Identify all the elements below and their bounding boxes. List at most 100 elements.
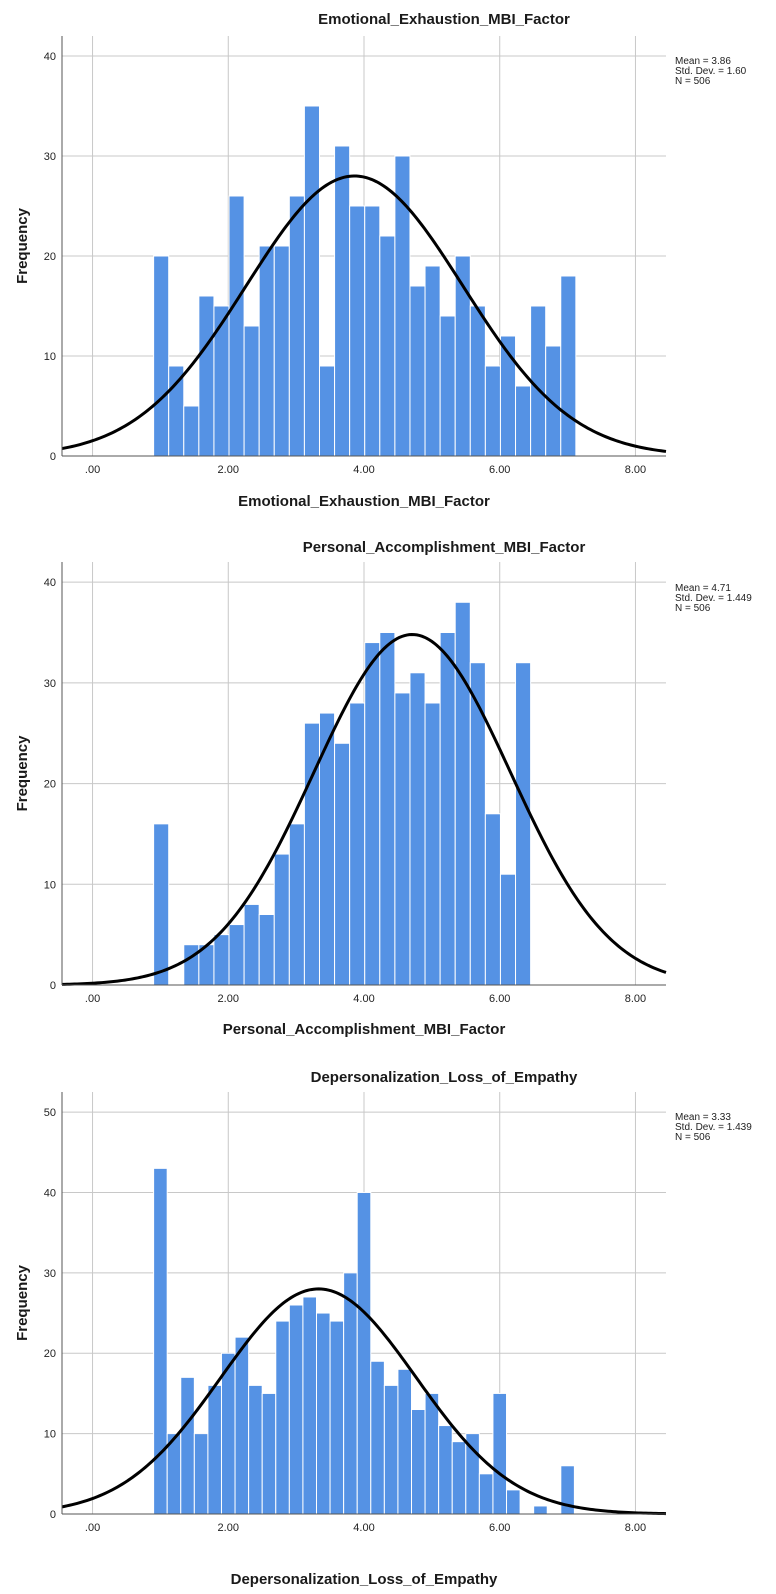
histogram-bar <box>153 1167 168 1515</box>
stats-text: Mean = 3.86 <box>675 56 731 67</box>
stats-text: N = 506 <box>675 603 711 614</box>
x-tick-label: 8.00 <box>625 1522 646 1534</box>
x-tick-label: 2.00 <box>218 464 239 476</box>
chart-title: Personal_Accomplishment_MBI_Factor <box>303 539 586 556</box>
histogram-bar <box>394 692 411 986</box>
stats-text: Std. Dev. = 1.449 <box>675 593 752 604</box>
y-tick-label: 40 <box>44 51 56 63</box>
histogram-bar <box>409 285 426 457</box>
histogram-bar <box>183 944 200 986</box>
histogram-bar <box>560 275 577 457</box>
x-tick-label: 4.00 <box>353 1522 374 1534</box>
histogram-bar <box>318 365 336 457</box>
histogram-bar <box>492 1392 508 1515</box>
histogram-bar <box>379 235 396 457</box>
histogram-bar <box>364 205 381 457</box>
x-tick-label: 2.00 <box>218 993 239 1005</box>
histogram-bar <box>275 1320 290 1515</box>
chart-title: Depersonalization_Loss_of_Empathy <box>311 1069 578 1086</box>
y-tick-label: 30 <box>44 678 56 690</box>
y-tick-label: 0 <box>50 451 56 463</box>
histogram-bar <box>515 662 532 986</box>
histogram-bar <box>315 1312 331 1515</box>
y-tick-label: 30 <box>44 151 56 163</box>
histogram-bar <box>370 1360 385 1515</box>
y-tick-label: 0 <box>50 980 56 992</box>
y-tick-label: 20 <box>44 779 56 791</box>
histogram-bar <box>213 305 230 457</box>
x-tick-label: 8.00 <box>625 464 646 476</box>
histogram-bar <box>439 315 456 457</box>
x-tick-label: 8.00 <box>625 993 646 1005</box>
histogram-bar <box>469 305 486 457</box>
histogram-bar <box>153 255 170 457</box>
x-tick-label: 6.00 <box>489 464 510 476</box>
histogram-panel-3: .00 2.00 4.00 6.00 8.00 0 10 20 30 40 50 Depersonal… <box>14 1069 752 1588</box>
histogram-panel-2: .00 2.00 4.00 6.00 8.00 0 10 20 30 40 Personal_Acc… <box>14 539 752 1038</box>
x-tick-label: .00 <box>85 464 100 476</box>
y-axis-label: Frequency <box>14 207 31 284</box>
histogram-bar <box>499 873 517 986</box>
histogram-bar <box>545 345 562 457</box>
histogram-panel-1: .00 2.00 4.00 6.00 8.00 0 10 20 30 40 Emotional_Ex… <box>14 11 747 510</box>
histogram-bar <box>364 642 381 986</box>
histogram-bar <box>213 934 230 986</box>
stats-text: Mean = 3.33 <box>675 1112 731 1123</box>
histogram-bar <box>273 853 290 986</box>
x-tick-label: 2.00 <box>218 1522 239 1534</box>
histogram-bar <box>303 105 320 457</box>
histogram-bar <box>302 1296 317 1515</box>
stats-text: N = 506 <box>675 1132 711 1143</box>
histogram-bar <box>273 245 290 457</box>
histogram-bar <box>153 823 170 986</box>
histogram-bar <box>243 903 260 986</box>
histogram-bar <box>261 1392 277 1515</box>
x-tick-label: 4.00 <box>353 993 374 1005</box>
histogram-bar <box>180 1376 195 1515</box>
histogram-bar <box>424 265 441 457</box>
chart-title: Emotional_Exhaustion_MBI_Factor <box>318 11 570 28</box>
x-tick-label: 6.00 <box>489 993 510 1005</box>
histogram-bar <box>334 742 351 986</box>
histogram-bar <box>411 1409 426 1515</box>
stats-text: Std. Dev. = 1.439 <box>675 1122 752 1133</box>
y-tick-label: 20 <box>44 251 56 263</box>
histogram-bar <box>451 1441 467 1515</box>
histogram-bar <box>409 672 426 986</box>
histogram-bar <box>383 1384 399 1515</box>
histogram-bar <box>438 1425 453 1515</box>
histogram-bar <box>349 702 366 986</box>
y-tick-label: 30 <box>44 1268 56 1280</box>
histogram-bar <box>484 813 501 986</box>
x-axis-label: Personal_Accomplishment_MBI_Factor <box>223 1021 506 1038</box>
histogram-bar <box>198 295 215 457</box>
y-axis-label: Frequency <box>14 1264 31 1341</box>
histogram-bar <box>334 145 351 457</box>
histogram-bar <box>379 632 396 986</box>
histogram-bar <box>258 914 275 986</box>
histogram-bar <box>469 662 486 986</box>
histogram-bar <box>424 1392 440 1515</box>
histogram-bar <box>515 385 532 457</box>
histogram-bar <box>288 195 305 457</box>
histogram-bar <box>288 823 305 986</box>
normal-curve <box>61 633 667 986</box>
histogram-bar <box>478 1473 494 1515</box>
normal-curve <box>61 1287 667 1516</box>
histogram-bar <box>454 601 471 986</box>
y-tick-label: 40 <box>44 1187 56 1199</box>
histogram-bar <box>439 632 456 986</box>
x-tick-label: 6.00 <box>489 1522 510 1534</box>
histogram-bar <box>424 702 441 986</box>
stats-text: Std. Dev. = 1.60 <box>675 66 747 77</box>
y-tick-label: 10 <box>44 1429 56 1441</box>
x-axis-label: Depersonalization_Loss_of_Empathy <box>231 1571 498 1588</box>
histogram-bar <box>356 1191 372 1515</box>
normal-curve <box>61 174 667 453</box>
histogram-bar <box>288 1304 304 1515</box>
histogram-bar <box>207 1384 222 1515</box>
histogram-bar <box>329 1320 345 1515</box>
stats-text: N = 506 <box>675 76 711 87</box>
histogram-bar <box>258 245 275 457</box>
histogram-bar <box>506 1489 521 1515</box>
